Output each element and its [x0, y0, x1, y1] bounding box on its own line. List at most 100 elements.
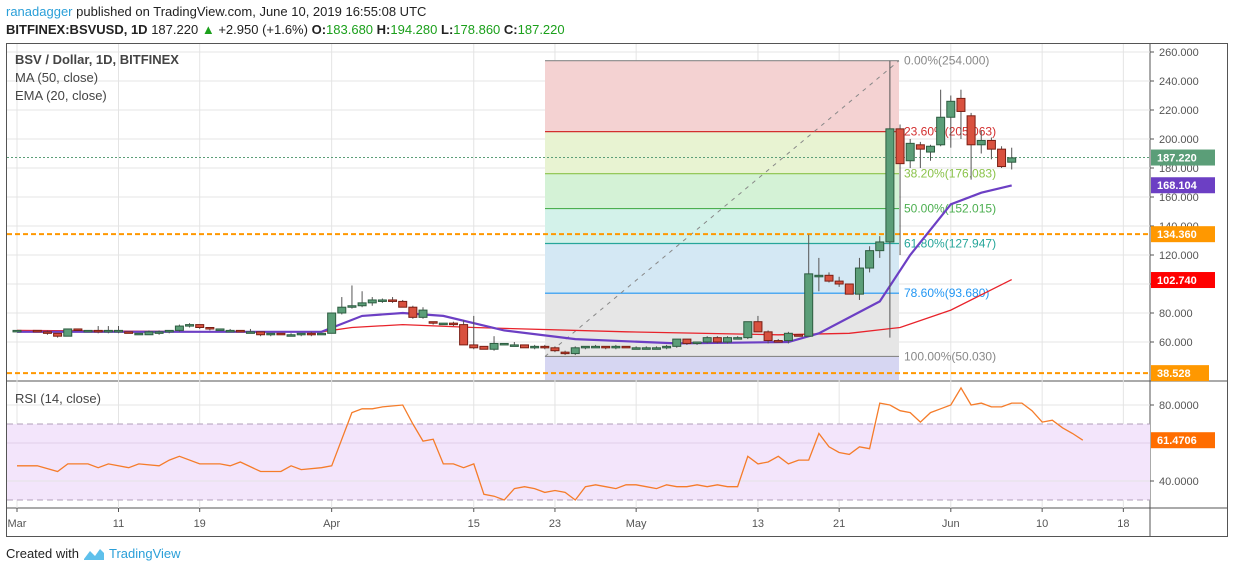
candle-up[interactable] — [225, 329, 235, 333]
candle-up[interactable] — [337, 306, 347, 314]
candle-up[interactable] — [154, 331, 164, 334]
candle-up[interactable] — [530, 345, 540, 349]
candle-up[interactable] — [296, 332, 306, 336]
candle-down[interactable] — [93, 329, 103, 333]
candle-up[interactable] — [692, 341, 702, 344]
candle-up[interactable] — [936, 116, 946, 146]
candle-up[interactable] — [12, 329, 22, 333]
candle-up[interactable] — [814, 274, 824, 278]
tradingview-link[interactable]: TradingView — [108, 546, 181, 561]
candle-down[interactable] — [32, 329, 42, 333]
candle-down[interactable] — [986, 139, 996, 150]
candle-up[interactable] — [83, 329, 93, 333]
candle-up[interactable] — [499, 342, 509, 346]
rsi-legend[interactable]: RSI (14, close) — [15, 391, 101, 406]
candle-up[interactable] — [651, 347, 661, 350]
candle-down[interactable] — [124, 331, 134, 334]
candle-down[interactable] — [520, 344, 529, 349]
candle-down[interactable] — [398, 300, 408, 308]
candle-down[interactable] — [794, 334, 804, 337]
candle-up[interactable] — [114, 329, 123, 333]
candle-down[interactable] — [763, 331, 773, 342]
candle-up[interactable] — [377, 299, 387, 302]
candle-up[interactable] — [286, 334, 296, 337]
candle-up[interactable] — [976, 139, 986, 146]
candle-up[interactable] — [357, 302, 367, 307]
candle-up[interactable] — [134, 332, 144, 336]
candle-up[interactable] — [733, 337, 743, 340]
candle-up[interactable] — [875, 241, 885, 252]
candle-up[interactable] — [245, 331, 255, 334]
candle-up[interactable] — [103, 329, 113, 333]
candle-down[interactable] — [540, 345, 550, 349]
candle-down[interactable] — [256, 331, 266, 336]
candle-down[interactable] — [997, 148, 1007, 168]
ema-legend[interactable]: EMA (20, close) — [15, 88, 107, 103]
candle-up[interactable] — [327, 312, 337, 334]
candle-down[interactable] — [834, 280, 844, 285]
candle-down[interactable] — [560, 351, 570, 355]
candle-up[interactable] — [723, 337, 732, 343]
candle-up[interactable] — [946, 100, 956, 118]
candle-down[interactable] — [235, 329, 245, 333]
candle-down[interactable] — [915, 144, 925, 150]
candle-down[interactable] — [966, 115, 976, 146]
candle-up[interactable] — [63, 328, 73, 337]
candle-down[interactable] — [682, 338, 692, 344]
candle-down[interactable] — [205, 327, 215, 330]
candle-down[interactable] — [844, 283, 854, 295]
candle-down[interactable] — [428, 321, 438, 324]
candle-down[interactable] — [408, 306, 418, 318]
candle-up[interactable] — [580, 345, 590, 349]
candle-up[interactable] — [317, 332, 326, 336]
candle-down[interactable] — [448, 322, 458, 326]
candle-up[interactable] — [702, 337, 712, 343]
candle-up[interactable] — [854, 267, 864, 295]
candle-up[interactable] — [266, 332, 276, 336]
candle-up[interactable] — [1007, 157, 1017, 163]
candle-down[interactable] — [621, 345, 631, 349]
candle-down[interactable] — [42, 331, 52, 334]
candle-up[interactable] — [631, 347, 641, 350]
candle-up[interactable] — [662, 345, 672, 349]
candle-down[interactable] — [601, 345, 611, 349]
candle-down[interactable] — [276, 332, 286, 336]
candle-down[interactable] — [824, 274, 834, 282]
candle-up[interactable] — [905, 142, 915, 162]
candle-up[interactable] — [418, 309, 428, 318]
candle-down[interactable] — [773, 340, 783, 343]
candle-up[interactable] — [570, 347, 580, 355]
candle-up[interactable] — [926, 145, 935, 153]
author-link[interactable]: ranadagger — [6, 4, 73, 19]
candle-up[interactable] — [215, 328, 225, 331]
candle-down[interactable] — [195, 324, 205, 329]
candle-down[interactable] — [895, 128, 905, 165]
candle-up[interactable] — [865, 250, 875, 269]
candle-up[interactable] — [489, 342, 499, 350]
candle-up[interactable] — [783, 332, 793, 342]
candle-up[interactable] — [438, 322, 448, 326]
ma-legend[interactable]: MA (50, close) — [15, 70, 99, 85]
candle-down[interactable] — [459, 324, 469, 346]
candle-up[interactable] — [144, 331, 154, 336]
candle-down[interactable] — [306, 332, 316, 336]
candle-up[interactable] — [185, 324, 195, 327]
candle-down[interactable] — [550, 347, 560, 352]
candle-down[interactable] — [469, 344, 479, 349]
candle-up[interactable] — [591, 345, 601, 349]
candle-down[interactable] — [956, 97, 966, 112]
candle-up[interactable] — [743, 321, 753, 339]
candle-down[interactable] — [753, 321, 763, 333]
candle-up[interactable] — [885, 128, 895, 243]
candle-down[interactable] — [712, 337, 722, 343]
candle-up[interactable] — [367, 299, 377, 304]
candle-up[interactable] — [611, 345, 621, 349]
candle-up[interactable] — [509, 344, 519, 347]
candle-up[interactable] — [347, 305, 357, 308]
candle-up[interactable] — [164, 329, 174, 333]
candle-down[interactable] — [53, 332, 63, 337]
candle-down[interactable] — [73, 328, 83, 331]
candle-up[interactable] — [174, 325, 184, 331]
candle-down[interactable] — [388, 299, 398, 302]
